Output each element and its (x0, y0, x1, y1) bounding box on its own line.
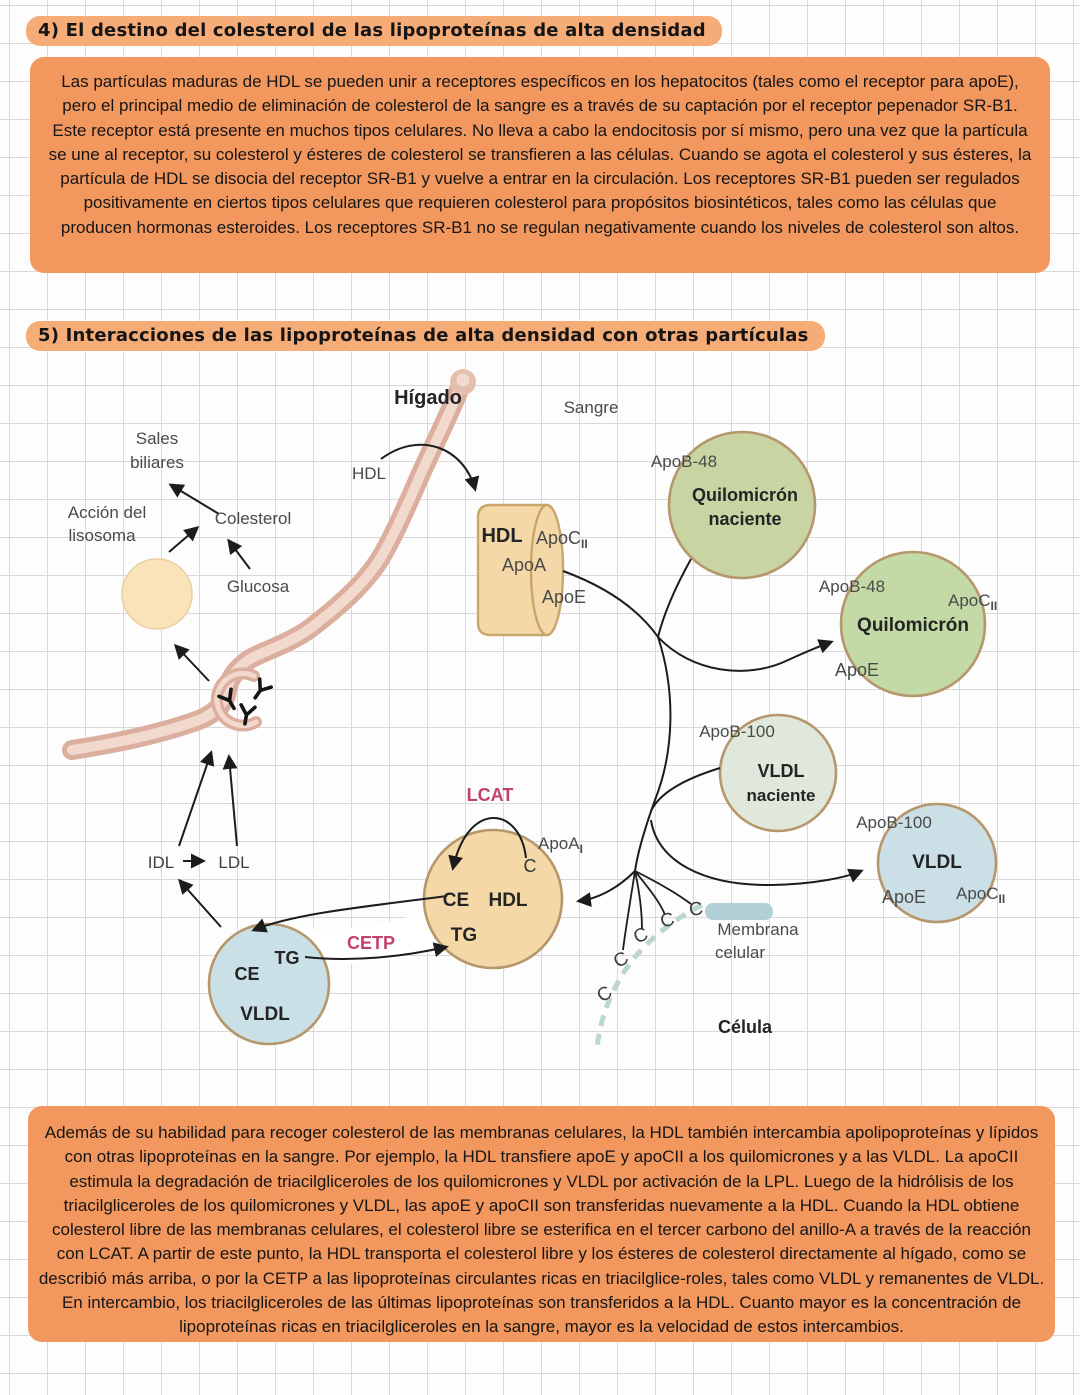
cholesterol-to-hdl-arrow (576, 870, 636, 908)
ldl-to-liver-arrow (222, 754, 238, 847)
cholesterol-label: Colesterol (215, 509, 292, 528)
c-on-hdl-label: C (524, 856, 537, 876)
cetp-ce-arrow (251, 895, 448, 933)
ce-hdl-label: CE (443, 890, 469, 911)
lcat-label: LCAT (467, 785, 514, 805)
vldl-nascent-label-line2: naciente (747, 786, 816, 805)
vldl-nascent-curve (650, 767, 721, 812)
c-letter: C (658, 909, 677, 933)
vldl-left-circle (207, 922, 331, 1046)
ce-vldl-label: CE (234, 964, 259, 984)
blood-label: Sangre (564, 398, 619, 417)
chylomicron-label: Quilomicrón (857, 615, 969, 636)
apoe-vldl-label: ApoE (882, 887, 926, 907)
idl-label: IDL (148, 853, 174, 872)
free-cholesterol-letters: C C C C C (593, 898, 704, 1007)
chylomicron-nascent-curve (657, 558, 692, 638)
apob100-nascent-label: ApoB-100 (699, 722, 775, 741)
vldl-nascent-circle (718, 713, 838, 833)
apoa-label: ApoA (502, 555, 546, 575)
section5-body: Además de su habilidad para recoger cole… (38, 1123, 1045, 1337)
section4-title: 4) El destino del colesterol de las lipo… (26, 16, 722, 46)
ldl-label: LDL (218, 853, 249, 872)
hdl-cylinder (476, 503, 565, 637)
lysosome-action-label-line1: Acción del (68, 503, 146, 522)
endocytic-pit-inner (214, 671, 259, 728)
fan-curve-4 (622, 870, 636, 951)
liver-band-knob-inner (456, 373, 470, 387)
tg-hdl-label: TG (451, 925, 477, 946)
hdl-mature-label: HDL (488, 890, 527, 911)
vldl-left-label: VLDL (240, 1004, 290, 1025)
pit-to-lysosome-arrow (173, 643, 210, 682)
apoe-chylomicron-label: ApoE (835, 660, 879, 680)
membrane-highlight (705, 903, 773, 920)
apoa-transfer-curve (562, 570, 659, 638)
flow-curves (168, 443, 864, 960)
apob100-label: ApoB-100 (856, 813, 932, 832)
lysosome-to-cholesterol-arrow (168, 526, 200, 553)
fan-curve-3 (634, 870, 643, 930)
cell-membrane (594, 902, 773, 1048)
to-vldl-arrow (650, 819, 864, 887)
section4-textbox: Las partículas maduras de HDL se pueden … (30, 57, 1050, 273)
apob48-label: ApoB-48 (819, 577, 885, 596)
membrane-label-line1: Membrana (717, 920, 799, 939)
tg-vldl-label: TG (275, 948, 300, 968)
cholesterol-to-bile-arrow (168, 483, 220, 515)
idl-to-liver-arrow (178, 750, 215, 847)
liver-to-hdl-arrow (380, 443, 480, 492)
apoc2-chylomicron-label: ApoCII (948, 591, 997, 613)
section4-body: Las partículas maduras de HDL se pueden … (48, 72, 1032, 237)
section5-title: 5) Interacciones de las lipoproteínas de… (26, 321, 825, 351)
cell-label: Célula (718, 1017, 773, 1037)
lysosome-action-label-line2: lisosoma (68, 526, 136, 545)
fan-curve-1 (634, 870, 692, 905)
liver-membrane (62, 369, 476, 760)
apoe-label: ApoE (542, 587, 586, 607)
glucose-label: Glucosa (227, 577, 290, 596)
apoc2-label: ApoCII (536, 528, 588, 551)
bile-salts-label-line2: biliares (130, 453, 184, 472)
cetp-label: CETP (347, 933, 395, 953)
chylomicron-nascent-circle (667, 430, 817, 580)
hdl-arrow-label: HDL (352, 464, 386, 483)
vldl-circle (876, 802, 998, 924)
central-down-curve (634, 636, 672, 872)
membrane-label-line2: celular (715, 943, 765, 962)
apoa1-label: ApoAI (538, 834, 583, 856)
hdl-cylinder-label: HDL (481, 525, 522, 547)
chylomicron-circle (839, 550, 987, 698)
figure-labels: Hígado Sangre HDL Sales biliares Acción … (68, 387, 1005, 1037)
section5-textbox: Además de su habilidad para recoger cole… (28, 1106, 1055, 1342)
to-chylomicron-arrow (657, 636, 834, 672)
c-letter: C (593, 982, 616, 1007)
lcat-arc-arrow (448, 817, 527, 871)
glucose-to-cholesterol-arrow (227, 538, 251, 570)
liver-label: Hígado (394, 387, 462, 409)
apob48-nascent-label: ApoB-48 (651, 452, 717, 471)
vldl-label: VLDL (912, 852, 962, 873)
vldl-nascent-label-line1: VLDL (758, 761, 805, 781)
lysosome-circle (121, 558, 193, 630)
bile-salts-label-line1: Sales (136, 429, 179, 448)
c-letter: C (687, 898, 704, 921)
chylomicron-nascent-label-line2: naciente (708, 509, 781, 529)
fan-curve-2 (634, 870, 666, 916)
apoc2-vldl-label: ApoCII (956, 884, 1005, 906)
cetp-tg-arrow (304, 942, 449, 960)
vldl-to-idl-arrow (178, 878, 222, 928)
chylomicron-nascent-label-line1: Quilomicrón (692, 485, 798, 505)
